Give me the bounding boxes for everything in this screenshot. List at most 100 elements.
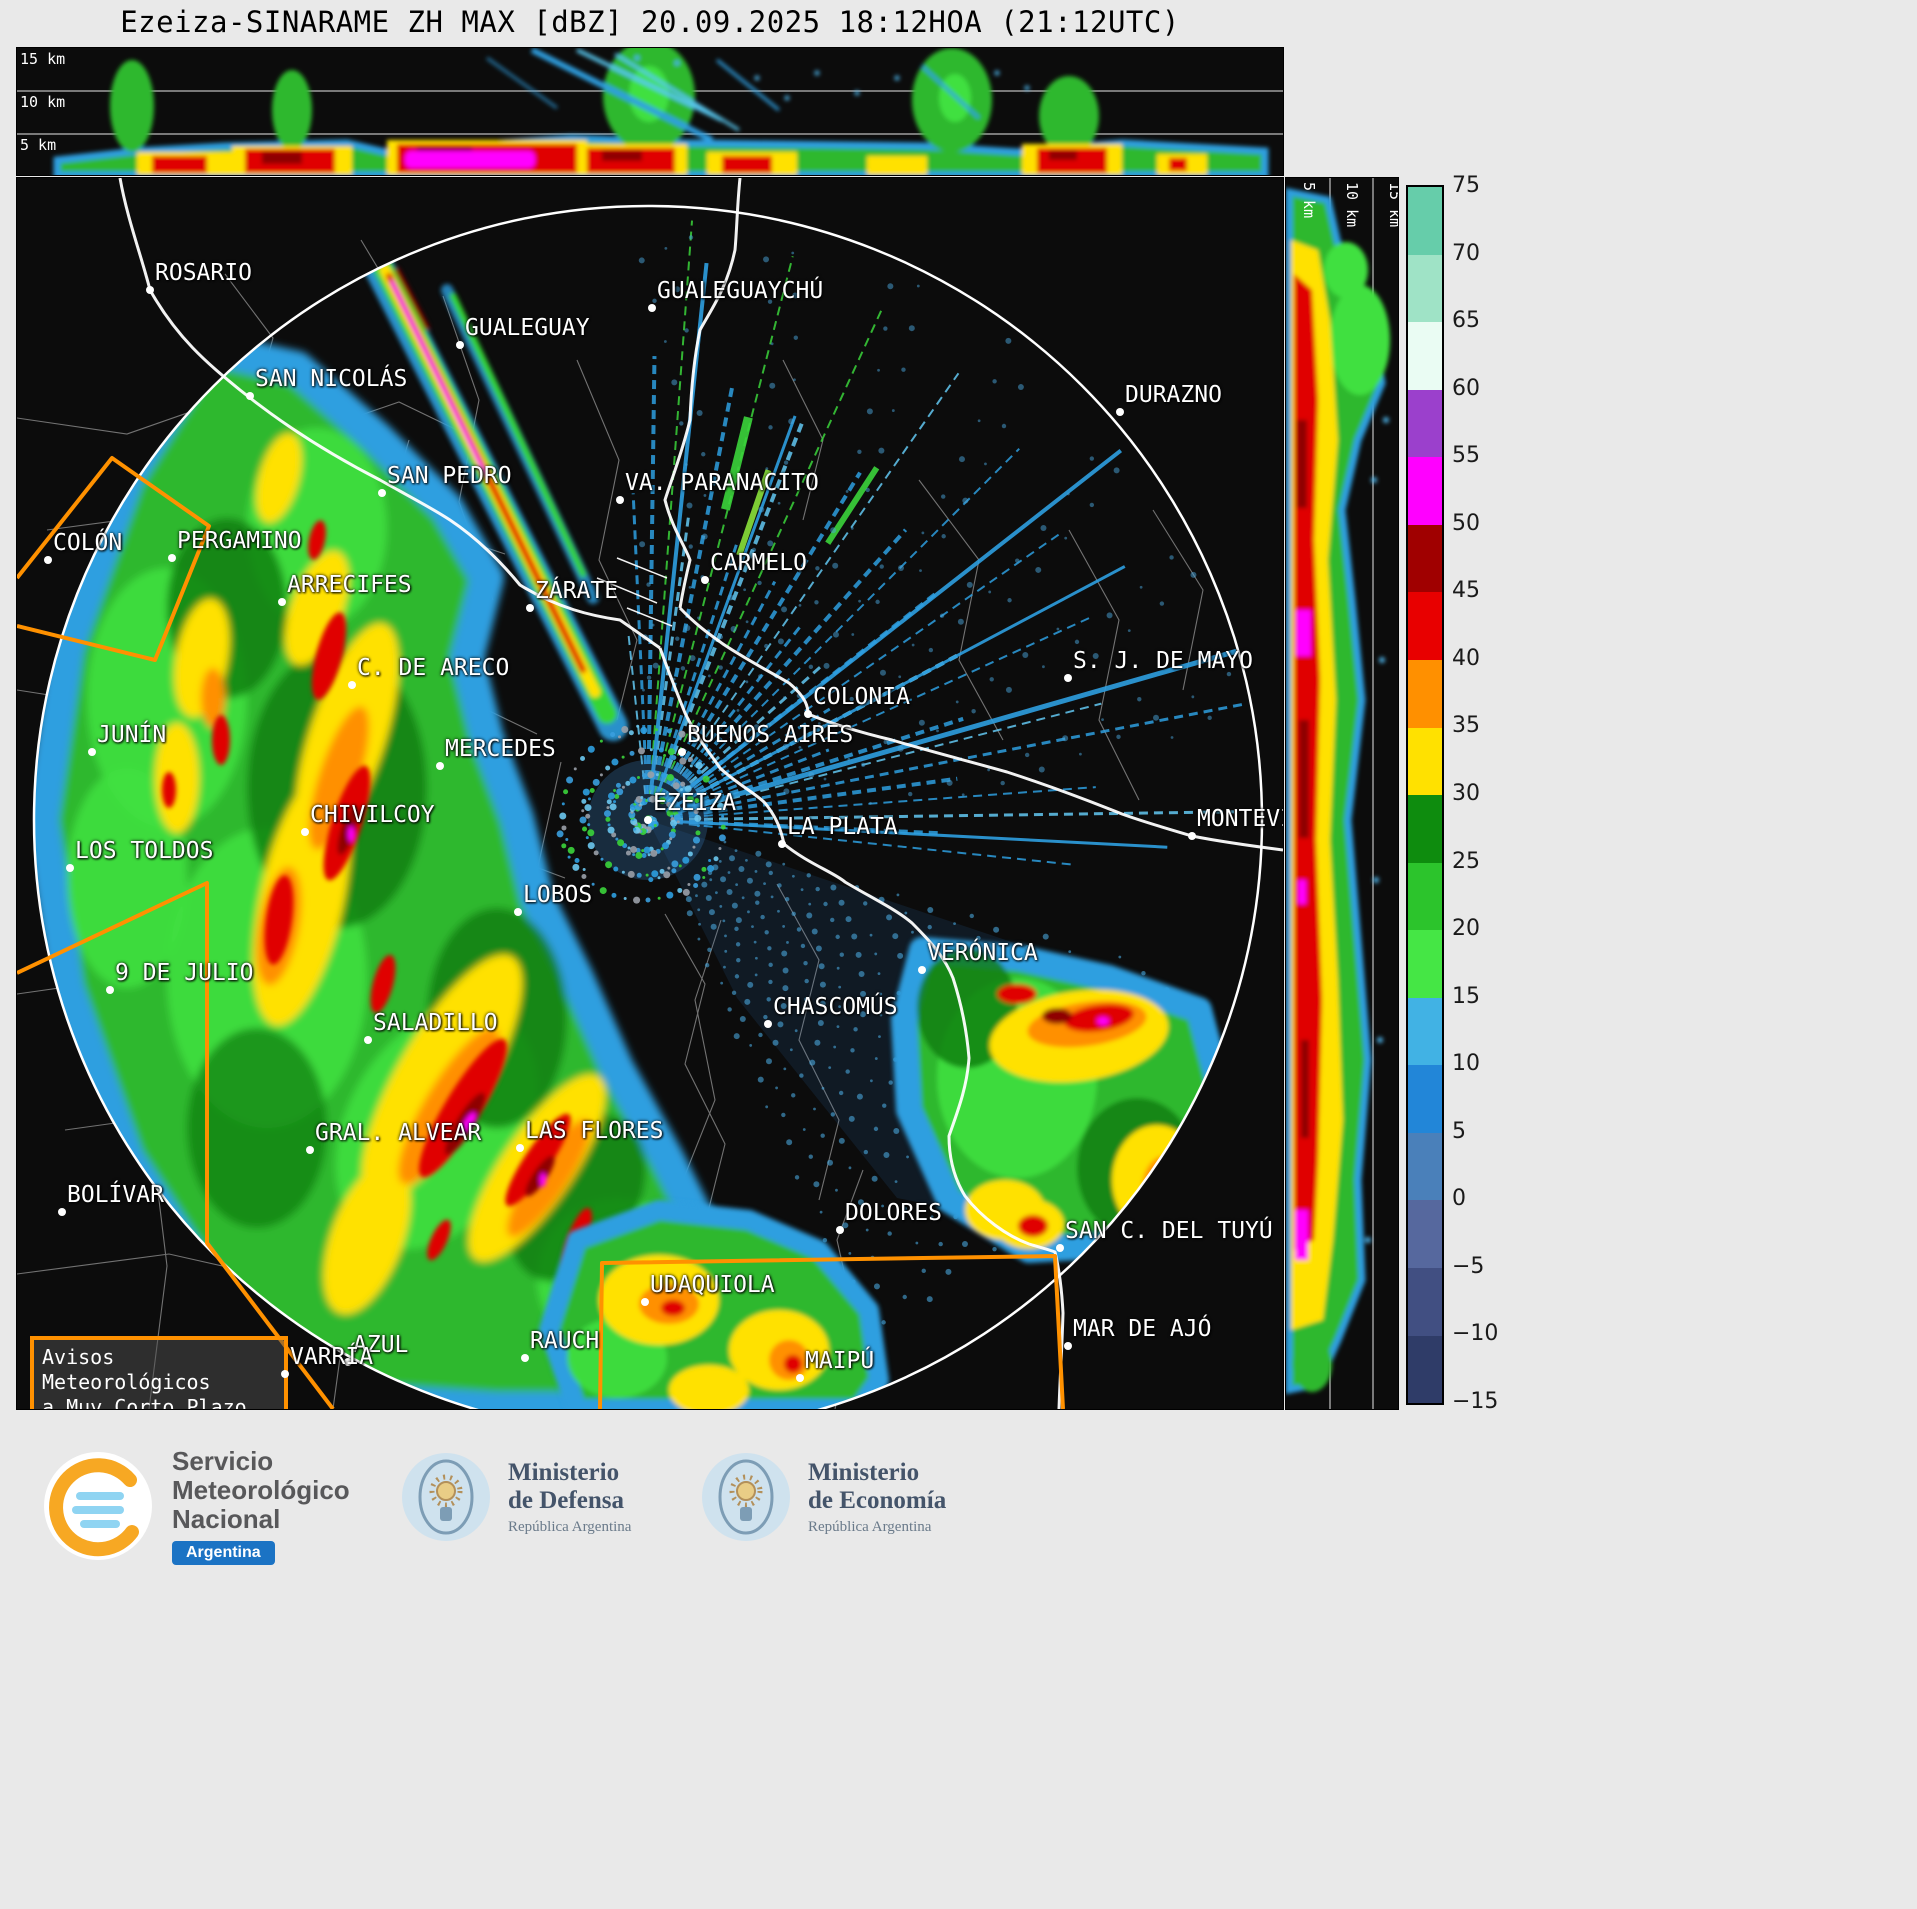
colorbar-segment: [1408, 795, 1442, 863]
colorbar: [1406, 185, 1444, 1405]
city-label: DOLORES: [845, 1200, 942, 1226]
city-dot: [616, 496, 624, 504]
colorbar-segment: [1408, 187, 1442, 255]
city-dot: [281, 1370, 289, 1378]
economia-caption: República Argentina: [808, 1518, 932, 1535]
city-label: C. DE ARECO: [357, 655, 510, 681]
city-label: MAIPÚ: [805, 1348, 875, 1374]
city-label: 9 DE JULIO: [115, 960, 254, 986]
city-label: PERGAMINO: [177, 528, 302, 554]
colorbar-tick: −5: [1452, 1253, 1485, 1279]
city-dot: [778, 840, 786, 848]
colorbar-segment: [1408, 727, 1442, 796]
colorbar-tick: 75: [1452, 173, 1480, 198]
city-label: GUALEGUAYCHÚ: [657, 278, 824, 304]
city-dot: [436, 762, 444, 770]
smn-name-line-2: Meteorológico: [172, 1475, 350, 1505]
economia-title: Ministerio: [808, 1458, 920, 1486]
city-label: LA PLATA: [787, 814, 898, 840]
city-dot: [526, 604, 534, 612]
city-label: JUNÍN: [97, 722, 167, 748]
defensa-caption: República Argentina: [508, 1518, 632, 1535]
city-dot: [1064, 674, 1072, 682]
colorbar-segment: [1408, 930, 1442, 998]
city-dot: [278, 598, 286, 606]
cross-section-top-plot: [17, 48, 1283, 175]
city-dot: [306, 1146, 314, 1154]
city-dot: [918, 966, 926, 974]
nw-convective-streak: [358, 241, 628, 741]
city-label: EZEIZA: [653, 790, 737, 816]
colorbar-segment: [1408, 1132, 1442, 1201]
city-label: COLÓN: [53, 530, 123, 556]
city-dot: [1188, 832, 1196, 840]
economia-subtitle: de Economía: [808, 1486, 947, 1514]
center-clutter: [556, 724, 726, 904]
top-echo-field: [53, 48, 1269, 175]
height-label-15km: 15 km: [20, 50, 66, 68]
city-label: SALADILLO: [373, 1010, 498, 1036]
city-dot: [1116, 408, 1124, 416]
height-label-5km-right: 5 km: [1300, 182, 1318, 219]
colorbar-segment: [1408, 1268, 1442, 1336]
economia-crest-icon: [702, 1453, 790, 1541]
colorbar-tick: 65: [1452, 308, 1480, 334]
colorbar-segment: [1408, 1065, 1442, 1133]
colorbar-tick: 70: [1452, 240, 1480, 266]
colorbar-tick: −15: [1452, 1389, 1499, 1414]
city-dot: [168, 554, 176, 562]
colorbar-tick: 55: [1452, 443, 1480, 469]
colorbar-segment: [1408, 254, 1442, 323]
cross-section-right-panel: 5 km 10 km 15 km: [1285, 177, 1399, 1410]
city-dot: [701, 576, 709, 584]
city-label: RAUCH: [530, 1328, 600, 1354]
smn-logo-icon: [44, 1452, 152, 1560]
city-label: AZUL: [353, 1332, 409, 1358]
city-label: COLONIA: [813, 684, 910, 710]
city-label: CHIVILCOY: [310, 802, 435, 828]
city-dot: [378, 489, 386, 497]
colorbar-ticks: 75 70 65 60 55 50 45 40 35 30 25 20 15 10 5 0 −5 −10 −15: [1452, 173, 1522, 1414]
ministry-economia-block: Ministerio de Economía República Argenti…: [700, 1451, 946, 1543]
city-dot: [796, 1374, 804, 1382]
page-title: Ezeiza-SINARAME ZH MAX [dBZ] 20.09.2025 …: [120, 5, 1180, 39]
city-dot: [1064, 1342, 1072, 1350]
smn-logo-block: Servicio Meteorológico Nacional Argentin…: [42, 1447, 350, 1565]
city-label: GUALEGUAY: [465, 315, 590, 341]
colorbar-tick: 40: [1452, 645, 1480, 671]
city-dot: [146, 286, 154, 294]
city-dot: [44, 556, 52, 564]
city-dot: [66, 864, 74, 872]
city-label: MERCEDES: [445, 736, 556, 762]
smn-name-line-3: Nacional: [172, 1504, 281, 1534]
city-dot: [348, 681, 356, 689]
city-dot: [344, 1358, 352, 1366]
city-label: VERÓNICA: [927, 940, 1038, 966]
colorbar-tick: 15: [1452, 983, 1480, 1009]
ministry-defensa-block: Ministerio de Defensa República Argentin…: [400, 1451, 631, 1543]
colorbar-segment: [1408, 389, 1442, 458]
city-dot: [456, 341, 464, 349]
colorbar-tick: 20: [1452, 916, 1480, 942]
advisory-line-1: Avisos Meteorológicos: [42, 1345, 211, 1394]
defensa-title: Ministerio: [508, 1458, 620, 1486]
height-label-15km-right: 15 km: [1386, 182, 1398, 228]
city-label: LOS TOLDOS: [75, 838, 214, 864]
city-layer: ROSARIO GUALEGUAYCHÚ GUALEGUAY SAN NICOLÁS D…: [17, 178, 1283, 1409]
city-label: S. J. DE MAYO: [1073, 648, 1254, 674]
cross-section-top-panel: 15 km 10 km 5 km: [16, 47, 1284, 176]
colorbar-tick: −10: [1452, 1321, 1499, 1347]
radar-range-ring: [32, 204, 1264, 1409]
advisory-polygons: [17, 456, 1065, 1409]
smn-name-line-1: Servicio: [172, 1446, 274, 1476]
right-echo-field: [1286, 187, 1390, 1395]
city-dot: [88, 748, 96, 756]
city-label: ZÁRATE: [535, 578, 619, 604]
city-label: BOLÍVAR: [67, 1182, 164, 1208]
colorbar-tick: 25: [1452, 848, 1480, 874]
city-label: DURAZNO: [1125, 382, 1222, 408]
echo-layer: [34, 220, 1243, 1409]
city-dot: [246, 392, 254, 400]
radar-plot: [17, 178, 1283, 1409]
defensa-crest-icon: [402, 1453, 490, 1541]
